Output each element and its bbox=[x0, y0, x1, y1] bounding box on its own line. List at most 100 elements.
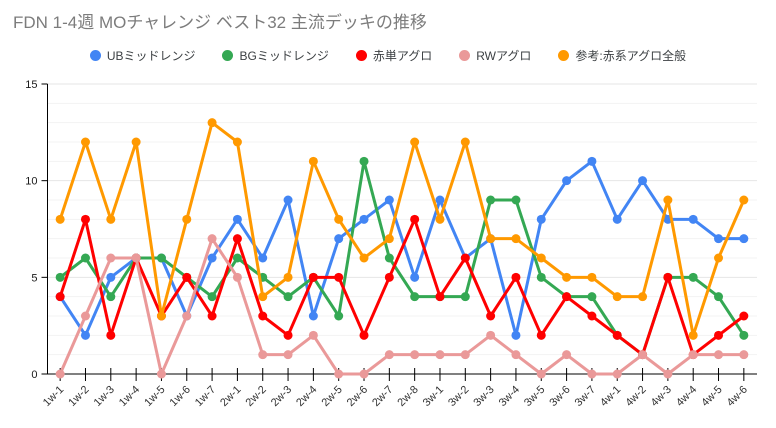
data-point-bg-midrange[interactable] bbox=[359, 156, 369, 166]
data-point-mono-red-aggro[interactable] bbox=[232, 234, 242, 244]
data-point-red-aggro-overall[interactable] bbox=[511, 234, 521, 244]
data-point-bg-midrange[interactable] bbox=[207, 292, 217, 302]
data-point-ub-midrange[interactable] bbox=[207, 253, 217, 263]
legend-item-ub-midrange[interactable]: UBミッドレンジ bbox=[89, 47, 195, 64]
data-point-bg-midrange[interactable] bbox=[334, 311, 344, 321]
data-point-mono-red-aggro[interactable] bbox=[334, 272, 344, 282]
data-point-rw-aggro[interactable] bbox=[435, 350, 445, 360]
data-point-mono-red-aggro[interactable] bbox=[486, 311, 496, 321]
data-point-red-aggro-overall[interactable] bbox=[283, 272, 293, 282]
data-point-mono-red-aggro[interactable] bbox=[739, 311, 749, 321]
data-point-red-aggro-overall[interactable] bbox=[612, 292, 622, 302]
data-point-rw-aggro[interactable] bbox=[663, 369, 673, 379]
data-point-red-aggro-overall[interactable] bbox=[410, 137, 420, 147]
data-point-rw-aggro[interactable] bbox=[80, 311, 90, 321]
data-point-mono-red-aggro[interactable] bbox=[587, 311, 597, 321]
data-point-rw-aggro[interactable] bbox=[384, 350, 394, 360]
data-point-bg-midrange[interactable] bbox=[460, 292, 470, 302]
data-point-rw-aggro[interactable] bbox=[131, 253, 141, 263]
data-point-red-aggro-overall[interactable] bbox=[714, 253, 724, 263]
data-point-rw-aggro[interactable] bbox=[486, 330, 496, 340]
data-point-mono-red-aggro[interactable] bbox=[182, 272, 192, 282]
data-point-bg-midrange[interactable] bbox=[384, 253, 394, 263]
data-point-red-aggro-overall[interactable] bbox=[334, 214, 344, 224]
data-point-ub-midrange[interactable] bbox=[106, 272, 116, 282]
data-point-rw-aggro[interactable] bbox=[511, 350, 521, 360]
legend-item-rw-aggro[interactable]: RWアグロ bbox=[459, 47, 531, 64]
data-point-rw-aggro[interactable] bbox=[587, 369, 597, 379]
data-point-ub-midrange[interactable] bbox=[638, 176, 648, 186]
data-point-red-aggro-overall[interactable] bbox=[536, 253, 546, 263]
data-point-mono-red-aggro[interactable] bbox=[258, 311, 268, 321]
data-point-rw-aggro[interactable] bbox=[638, 350, 648, 360]
data-point-bg-midrange[interactable] bbox=[283, 292, 293, 302]
data-point-red-aggro-overall[interactable] bbox=[663, 195, 673, 205]
data-point-bg-midrange[interactable] bbox=[536, 272, 546, 282]
data-point-rw-aggro[interactable] bbox=[460, 350, 470, 360]
data-point-red-aggro-overall[interactable] bbox=[359, 253, 369, 263]
legend-item-red-aggro-overall[interactable]: 参考:赤系アグロ全般 bbox=[558, 47, 686, 64]
data-point-red-aggro-overall[interactable] bbox=[55, 214, 65, 224]
data-point-rw-aggro[interactable] bbox=[410, 350, 420, 360]
data-point-rw-aggro[interactable] bbox=[536, 369, 546, 379]
data-point-rw-aggro[interactable] bbox=[232, 272, 242, 282]
data-point-mono-red-aggro[interactable] bbox=[435, 292, 445, 302]
data-point-red-aggro-overall[interactable] bbox=[106, 214, 116, 224]
data-point-red-aggro-overall[interactable] bbox=[131, 137, 141, 147]
data-point-rw-aggro[interactable] bbox=[283, 350, 293, 360]
data-point-ub-midrange[interactable] bbox=[308, 311, 318, 321]
data-point-red-aggro-overall[interactable] bbox=[182, 214, 192, 224]
data-point-ub-midrange[interactable] bbox=[359, 214, 369, 224]
data-point-red-aggro-overall[interactable] bbox=[258, 292, 268, 302]
data-point-rw-aggro[interactable] bbox=[562, 350, 572, 360]
data-point-bg-midrange[interactable] bbox=[106, 292, 116, 302]
data-point-rw-aggro[interactable] bbox=[106, 253, 116, 263]
data-point-ub-midrange[interactable] bbox=[511, 330, 521, 340]
data-point-red-aggro-overall[interactable] bbox=[688, 330, 698, 340]
data-point-red-aggro-overall[interactable] bbox=[460, 137, 470, 147]
data-point-rw-aggro[interactable] bbox=[612, 369, 622, 379]
data-point-mono-red-aggro[interactable] bbox=[283, 330, 293, 340]
data-point-red-aggro-overall[interactable] bbox=[562, 272, 572, 282]
data-point-ub-midrange[interactable] bbox=[739, 234, 749, 244]
data-point-rw-aggro[interactable] bbox=[182, 311, 192, 321]
data-point-ub-midrange[interactable] bbox=[232, 214, 242, 224]
data-point-rw-aggro[interactable] bbox=[207, 234, 217, 244]
data-point-bg-midrange[interactable] bbox=[739, 330, 749, 340]
data-point-bg-midrange[interactable] bbox=[511, 195, 521, 205]
data-point-rw-aggro[interactable] bbox=[714, 350, 724, 360]
data-point-red-aggro-overall[interactable] bbox=[486, 234, 496, 244]
data-point-ub-midrange[interactable] bbox=[80, 330, 90, 340]
data-point-mono-red-aggro[interactable] bbox=[410, 214, 420, 224]
data-point-ub-midrange[interactable] bbox=[410, 272, 420, 282]
data-point-ub-midrange[interactable] bbox=[384, 195, 394, 205]
data-point-bg-midrange[interactable] bbox=[587, 292, 597, 302]
data-point-ub-midrange[interactable] bbox=[714, 234, 724, 244]
data-point-mono-red-aggro[interactable] bbox=[612, 330, 622, 340]
data-point-ub-midrange[interactable] bbox=[587, 156, 597, 166]
data-point-bg-midrange[interactable] bbox=[486, 195, 496, 205]
data-point-rw-aggro[interactable] bbox=[688, 350, 698, 360]
data-point-mono-red-aggro[interactable] bbox=[80, 214, 90, 224]
data-point-bg-midrange[interactable] bbox=[410, 292, 420, 302]
data-point-mono-red-aggro[interactable] bbox=[663, 272, 673, 282]
data-point-ub-midrange[interactable] bbox=[334, 234, 344, 244]
data-point-ub-midrange[interactable] bbox=[688, 214, 698, 224]
data-point-rw-aggro[interactable] bbox=[258, 350, 268, 360]
data-point-rw-aggro[interactable] bbox=[308, 330, 318, 340]
data-point-red-aggro-overall[interactable] bbox=[232, 137, 242, 147]
data-point-bg-midrange[interactable] bbox=[232, 253, 242, 263]
data-point-mono-red-aggro[interactable] bbox=[207, 311, 217, 321]
data-point-bg-midrange[interactable] bbox=[688, 272, 698, 282]
data-point-red-aggro-overall[interactable] bbox=[156, 311, 166, 321]
data-point-mono-red-aggro[interactable] bbox=[460, 253, 470, 263]
data-point-red-aggro-overall[interactable] bbox=[207, 118, 217, 128]
data-point-bg-midrange[interactable] bbox=[714, 292, 724, 302]
data-point-mono-red-aggro[interactable] bbox=[384, 272, 394, 282]
data-point-ub-midrange[interactable] bbox=[612, 214, 622, 224]
data-point-red-aggro-overall[interactable] bbox=[739, 195, 749, 205]
data-point-mono-red-aggro[interactable] bbox=[359, 330, 369, 340]
data-point-mono-red-aggro[interactable] bbox=[308, 272, 318, 282]
data-point-mono-red-aggro[interactable] bbox=[536, 330, 546, 340]
legend-item-mono-red-aggro[interactable]: 赤単アグロ bbox=[355, 47, 432, 64]
